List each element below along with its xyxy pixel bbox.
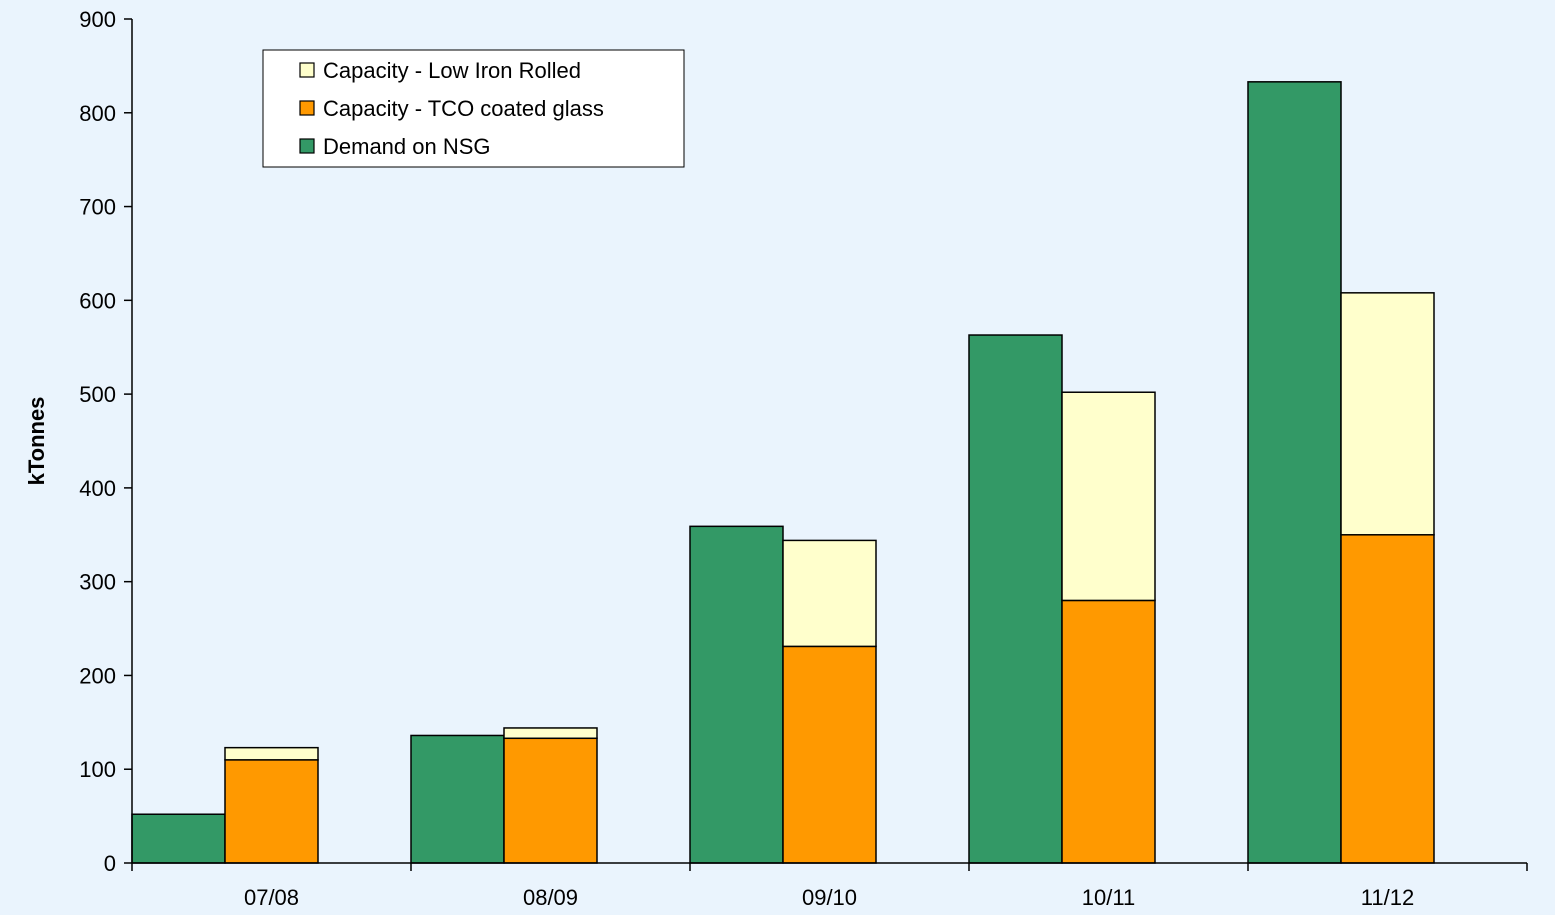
bar-demand-on-nsg-11-12	[1247, 81, 1342, 864]
bars-layer	[131, 81, 1435, 864]
bar-demand-on-nsg-10-11	[968, 334, 1063, 864]
x-tick-label: 09/10	[802, 885, 857, 910]
bar-demand-on-nsg-07-08	[131, 813, 226, 864]
y-tick-label: 800	[79, 101, 116, 126]
legend-swatch-capacity-low-iron-rolled	[299, 62, 315, 78]
bar-demand-on-nsg-08-09	[410, 734, 505, 864]
y-tick-label: 0	[104, 851, 116, 876]
y-tick-label: 300	[79, 570, 116, 595]
legend-swatch-demand-on-nsg	[299, 138, 315, 154]
legend-box	[262, 49, 685, 168]
legend-swatch-capacity-tco-coated-glass	[299, 100, 315, 116]
bar-capacity-tco-coated-glass-10-11	[1061, 599, 1156, 864]
bar-capacity-tco-coated-glass-11-12	[1340, 534, 1435, 864]
y-tick-label: 900	[79, 7, 116, 32]
legend-label-capacity-tco-coated-glass: Capacity - TCO coated glass	[323, 96, 604, 121]
x-tick-label: 11/12	[1361, 885, 1414, 910]
y-tick-label: 700	[79, 195, 116, 220]
legend: Capacity - Low Iron Rolled Capacity - TCO…	[262, 49, 685, 168]
legend-label-capacity-low-iron-rolled: Capacity - Low Iron Rolled	[323, 58, 581, 83]
x-tick-label: 07/08	[244, 885, 299, 910]
bar-capacity-tco-coated-glass-07-08	[224, 759, 319, 864]
y-tick-label: 100	[79, 757, 116, 782]
bar-capacity-tco-coated-glass-08-09	[503, 737, 598, 864]
x-tick-label: 10/11	[1082, 885, 1135, 910]
bar-demand-on-nsg-09-10	[689, 525, 784, 864]
axes-layer: 0 100 200 300 400 500 600 700 800 900 07/08 08/09 09…	[79, 7, 1528, 910]
y-tick-label: 500	[79, 382, 116, 407]
bar-capacity-low-iron-rolled-08-09	[503, 727, 598, 740]
bar-capacity-tco-coated-glass-09-10	[782, 645, 877, 864]
bar-capacity-low-iron-rolled-10-11	[1061, 391, 1156, 602]
bar-capacity-low-iron-rolled-07-08	[224, 746, 319, 761]
x-tick-label: 08/09	[523, 885, 578, 910]
y-tick-label: 400	[79, 476, 116, 501]
bar-capacity-low-iron-rolled-11-12	[1340, 292, 1435, 536]
y-tick-label: 600	[79, 288, 116, 313]
y-axis-label: kTonnes	[24, 397, 49, 486]
bar-capacity-low-iron-rolled-09-10	[782, 539, 877, 648]
y-tick-label: 200	[79, 663, 116, 688]
legend-label-demand-on-nsg: Demand on NSG	[323, 134, 491, 159]
